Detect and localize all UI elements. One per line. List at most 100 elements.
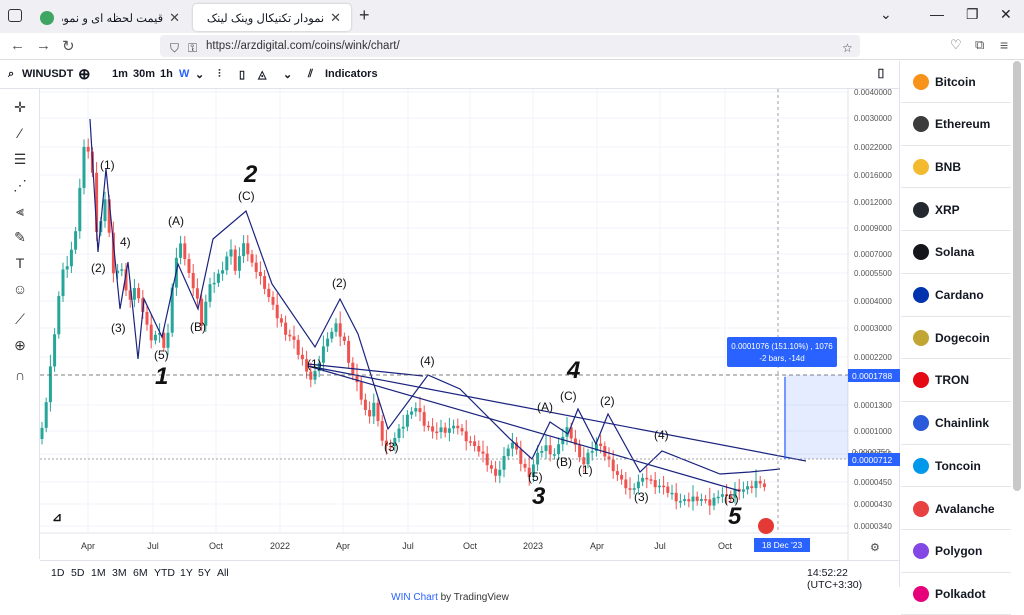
clock-timezone[interactable]: 14:52:22 (UTC+3:30) <box>807 567 863 591</box>
interval-1m[interactable]: 1m <box>112 68 128 80</box>
range-5d[interactable]: 5D <box>71 567 85 579</box>
coin-item-bnb[interactable]: BNB <box>901 146 1011 189</box>
candle-body <box>170 287 174 333</box>
interval-w[interactable]: W <box>179 68 190 80</box>
candle-body <box>355 375 359 383</box>
tab-close-icon[interactable]: ✕ <box>169 9 180 25</box>
bookmark-star-icon[interactable]: ☆ <box>842 41 853 55</box>
range-1d[interactable]: 1D <box>51 567 65 579</box>
ruler-icon[interactable]: ⟋ <box>15 311 25 327</box>
wave-label-minor: (1) <box>100 158 115 172</box>
brush-icon[interactable]: ✎ <box>14 229 26 245</box>
candle-body <box>334 323 338 332</box>
elliott-wave-path <box>89 118 781 475</box>
y-tick-label: 0.0000450 <box>854 478 892 487</box>
coin-item-cardano[interactable]: Cardano <box>901 275 1011 317</box>
events-flag-icon <box>758 518 774 534</box>
range-1m[interactable]: 1M <box>91 567 106 579</box>
candle-body <box>107 199 111 233</box>
candle-body <box>733 488 737 498</box>
candle-body <box>342 336 346 341</box>
reload-icon[interactable]: ↻ <box>62 38 75 55</box>
crosshair-icon[interactable]: ✛ <box>14 99 26 115</box>
candle-body <box>326 338 330 347</box>
forward-icon[interactable]: → <box>36 37 51 54</box>
coin-item-tron[interactable]: TRON <box>901 360 1011 402</box>
candle-body <box>376 402 380 422</box>
tab-price-chart[interactable]: قیمت لحظه ای و نمودار تکنیکال ✕ <box>30 4 190 31</box>
tradingview-chart-link[interactable]: WIN Chart <box>391 592 438 603</box>
text-icon[interactable]: T <box>15 255 25 271</box>
coin-name: Chainlink <box>935 416 990 431</box>
symbol-search-icon[interactable]: ⌕ <box>8 68 15 80</box>
coin-item-toncoin[interactable]: Toncoin <box>901 445 1011 488</box>
candle-body <box>53 334 57 367</box>
site-info-icon[interactable]: ⚿ <box>188 41 198 55</box>
fib-retracement-icon[interactable]: ☰ <box>13 151 27 167</box>
candle-body <box>330 331 334 339</box>
area-style-icon[interactable]: ◬ <box>258 69 267 81</box>
range-1y[interactable]: 1Y <box>180 567 193 579</box>
price-chart[interactable]: 0.0040000 0.0030000 0.0022000 0.0016000 0.00… <box>40 89 900 560</box>
pattern-icon[interactable]: ⋰ <box>13 177 27 193</box>
indicators-button[interactable]: Indicators <box>325 68 378 80</box>
compare-add-icon[interactable]: ⊕ <box>78 66 91 83</box>
range-ytd[interactable]: YTD <box>154 567 175 579</box>
candle-style-icon[interactable]: ▯ <box>239 69 246 81</box>
coin-item-bitcoin[interactable]: Bitcoin <box>901 61 1011 103</box>
range-3m[interactable]: 3M <box>112 567 127 579</box>
bar-style-icon[interactable]: ⫶ <box>218 68 221 80</box>
sidebar-scrollbar[interactable] <box>1013 61 1021 491</box>
chart-type-dropdown-icon[interactable]: ⌄ <box>283 69 293 81</box>
zoom-icon[interactable]: ⊕ <box>14 337 26 353</box>
candle-body <box>57 296 61 335</box>
candle-body <box>145 311 149 325</box>
indicators-icon[interactable]: ⫽ <box>308 68 313 80</box>
new-tab-button[interactable]: + <box>359 5 370 25</box>
candle-body <box>242 243 246 257</box>
price-label-high-bg <box>848 369 900 382</box>
tab-menu-icon[interactable]: ⌄ <box>880 6 892 22</box>
candle-body <box>426 425 430 428</box>
emoji-icon[interactable]: ☺ <box>12 281 28 297</box>
tab-list-icon[interactable] <box>8 9 22 22</box>
candle-body <box>611 459 615 472</box>
wave-label-minor: (1) <box>578 463 593 477</box>
coin-item-dogecoin[interactable]: Dogecoin <box>901 317 1011 360</box>
candle-body <box>552 454 556 456</box>
interval-1h[interactable]: 1h <box>160 68 173 80</box>
symbol-name[interactable]: WINUSDT <box>22 68 74 80</box>
range-all[interactable]: All <box>217 567 229 579</box>
coin-item-avalanche[interactable]: Avalanche <box>901 488 1011 530</box>
coin-item-chainlink[interactable]: Chainlink <box>901 403 1011 445</box>
candle-body <box>489 465 493 469</box>
minimize-icon[interactable]: — <box>930 6 944 22</box>
back-icon[interactable]: ← <box>10 37 25 54</box>
candle-body <box>653 480 657 488</box>
pocket-icon[interactable]: ♡ <box>950 37 962 52</box>
close-window-icon[interactable]: ✕ <box>1000 6 1012 22</box>
range-6m[interactable]: 6M <box>133 567 148 579</box>
coin-item-polygon[interactable]: Polygon <box>901 531 1011 573</box>
shield-icon[interactable]: ⛉ <box>170 41 180 55</box>
trend-line-icon[interactable]: ⁄ <box>18 125 22 141</box>
maximize-icon[interactable]: ❐ <box>966 6 979 22</box>
menu-icon[interactable]: ≡ <box>1000 37 1009 53</box>
extensions-icon[interactable]: ⧉ <box>975 37 985 52</box>
tab-wink-chart[interactable]: نمودار تکنیکال وینک لینک ✕ <box>193 4 351 31</box>
magnet-icon[interactable]: ∩ <box>14 367 26 383</box>
wave-label-minor: (A) <box>537 400 553 414</box>
coin-item-solana[interactable]: Solana <box>901 232 1011 274</box>
coin-item-xrp[interactable]: XRP <box>901 189 1011 232</box>
candle-body <box>40 427 44 439</box>
dogecoin-icon <box>913 329 929 346</box>
range-5y[interactable]: 5Y <box>198 567 211 579</box>
interval-dropdown-icon[interactable]: ⌄ <box>195 69 205 81</box>
interval-30m[interactable]: 30m <box>133 68 156 80</box>
coin-item-ethereum[interactable]: Ethereum <box>901 104 1011 146</box>
address-bar[interactable]: ⛉ ⚿ https://arzdigital.com/coins/wink/ch… <box>160 35 860 57</box>
prediction-icon[interactable]: ⫷ <box>16 203 24 219</box>
tab-close-icon[interactable]: ✕ <box>330 9 341 25</box>
wave-label-minor: (C) <box>560 389 577 403</box>
camera-icon[interactable]: ⌷ <box>877 66 885 81</box>
